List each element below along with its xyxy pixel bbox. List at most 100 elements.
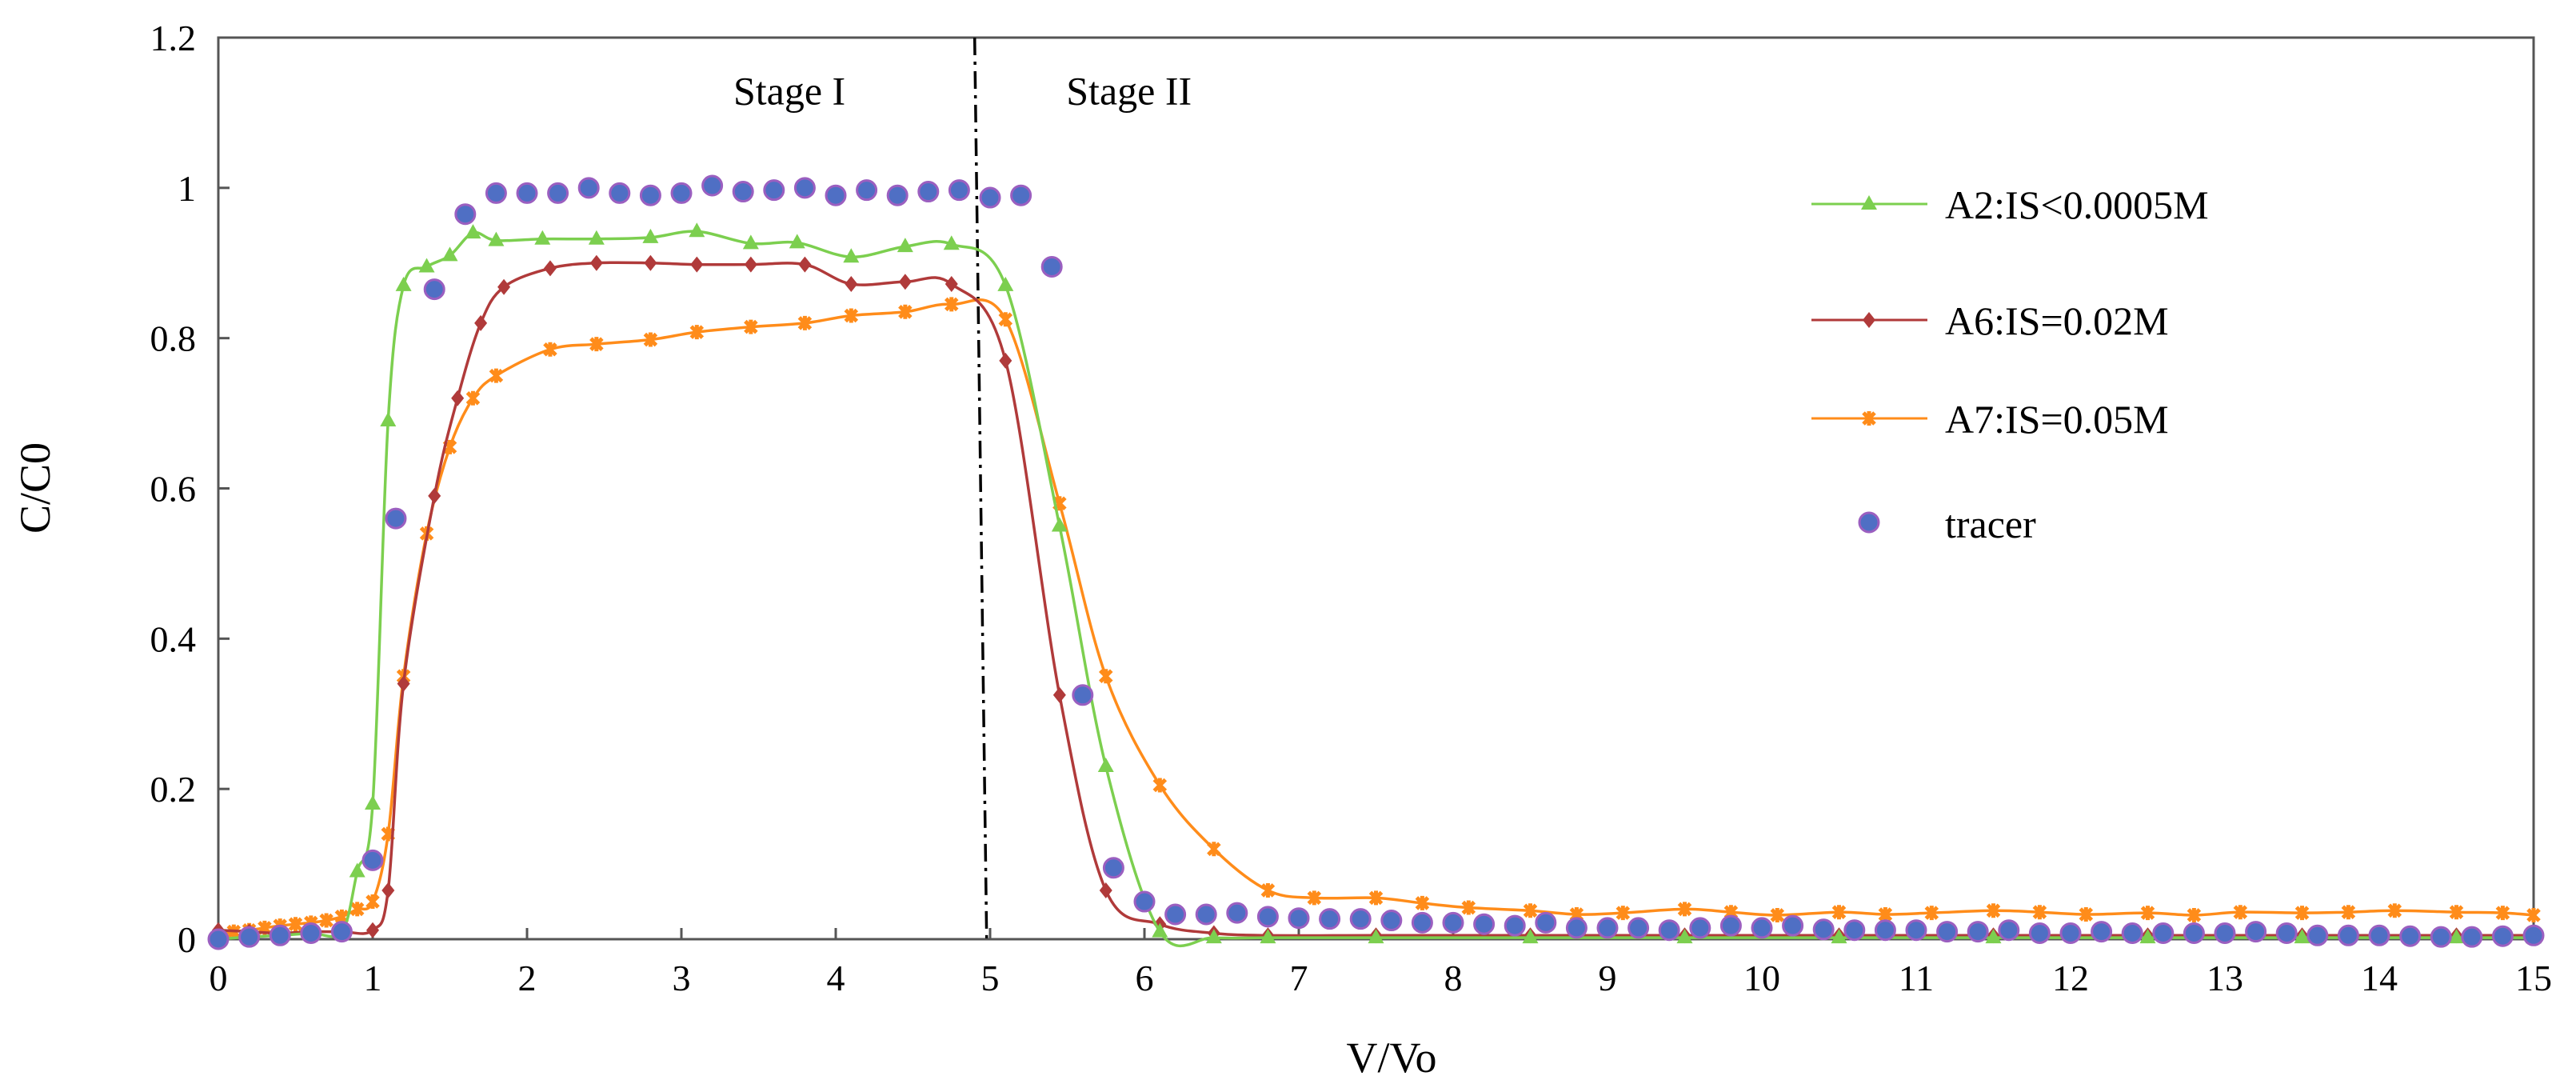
- data-point: [642, 228, 659, 243]
- data-point: [639, 184, 661, 206]
- data-point: [547, 182, 569, 204]
- data-point: [2491, 925, 2514, 947]
- data-point: [1442, 911, 1464, 934]
- data-point: [1565, 917, 1588, 939]
- x-tick-label: 10: [1743, 958, 1780, 998]
- data-point: [2028, 922, 2051, 944]
- y-tick-label: 0.8: [150, 318, 197, 359]
- data-point: [1380, 910, 1403, 932]
- data-point: [1878, 907, 1893, 922]
- data-point: [454, 203, 477, 226]
- data-point: [238, 926, 261, 948]
- data-point: [1368, 929, 1384, 944]
- data-point: [744, 256, 757, 273]
- legend-marker-a6: [1863, 312, 1875, 328]
- data-point: [997, 276, 1014, 291]
- data-point: [2059, 922, 2082, 944]
- data-point: [428, 487, 441, 504]
- y-axis-ticks: 0 0.2 0.4 0.6 0.8 1 1.2: [150, 18, 230, 960]
- x-tick-label: 3: [673, 958, 691, 998]
- data-point: [2461, 926, 2483, 948]
- series-line: [218, 261, 2534, 938]
- data-point: [898, 274, 912, 290]
- data-point: [1411, 911, 1433, 934]
- data-point: [856, 179, 878, 202]
- data-point: [489, 368, 504, 383]
- data-point: [2306, 924, 2329, 946]
- data-point: [366, 922, 379, 938]
- data-point: [1770, 907, 1785, 922]
- legend-label-a7: A7:IS=0.05M: [1945, 397, 2169, 442]
- legend-marker-a7: [1862, 411, 1876, 426]
- data-point: [825, 184, 847, 206]
- data-point: [589, 337, 604, 352]
- data-point: [2337, 924, 2359, 946]
- data-point: [1461, 900, 1476, 915]
- data-point: [543, 342, 557, 357]
- legend-item-a2: A2:IS<0.0005M: [1811, 182, 2209, 227]
- data-point: [690, 256, 704, 273]
- legend-label-a2: A2:IS<0.0005M: [1945, 182, 2209, 227]
- x-tick-label: 2: [518, 958, 537, 998]
- data-point: [1627, 917, 1650, 939]
- data-point: [534, 230, 551, 245]
- stage-one-label: Stage I: [733, 69, 845, 114]
- data-point: [2233, 905, 2248, 920]
- x-tick-label: 5: [981, 958, 1000, 998]
- data-point: [1164, 903, 1187, 926]
- data-point: [1256, 906, 1279, 928]
- data-point: [1052, 686, 1066, 703]
- data-point: [365, 794, 381, 810]
- data-point: [269, 924, 291, 946]
- series-layer: [207, 174, 2545, 950]
- legend-marker-shape: [1863, 312, 1875, 328]
- data-point: [474, 314, 488, 331]
- data-point: [1072, 684, 1094, 706]
- data-point: [701, 174, 724, 197]
- data-point: [516, 182, 538, 204]
- data-point: [886, 184, 909, 206]
- data-point: [1260, 929, 1276, 944]
- plot-frame: [217, 36, 2535, 941]
- data-point: [2430, 926, 2452, 948]
- data-point: [793, 177, 816, 199]
- data-point: [1689, 917, 1711, 939]
- x-axis-ticks: 0 1 2 3 4 5 6 7 8 9 10 11 12 13 14 15: [210, 928, 2552, 998]
- x-tick-label: 4: [827, 958, 845, 998]
- data-point: [451, 390, 465, 406]
- x-tick-label: 15: [2515, 958, 2552, 998]
- legend-label-tracer: tracer: [1945, 502, 2036, 546]
- data-point: [1719, 914, 1742, 937]
- data-point: [207, 928, 230, 950]
- data-point: [744, 319, 758, 334]
- legend-marker-shape: [1862, 411, 1876, 426]
- legend: A2:IS<0.0005M A6:IS=0.02M A7:IS=0.05M tr…: [1811, 182, 2209, 546]
- data-point: [2245, 921, 2267, 943]
- data-point: [1102, 857, 1124, 879]
- data-point: [1195, 903, 1217, 926]
- data-point: [1098, 669, 1113, 684]
- legend-marker-a2: [1861, 195, 1877, 210]
- data-point: [2526, 907, 2541, 922]
- stage-two-label: Stage II: [1066, 69, 1192, 114]
- data-point: [1677, 902, 1692, 917]
- data-point: [349, 902, 365, 917]
- data-point: [1967, 921, 1989, 943]
- data-point: [2522, 924, 2545, 946]
- legend-label-a6: A6:IS=0.02M: [1945, 298, 2169, 343]
- data-point: [1226, 902, 1248, 924]
- data-point: [1349, 908, 1372, 930]
- series-3: [207, 174, 2545, 950]
- data-point: [1782, 914, 1804, 937]
- data-point: [465, 390, 481, 406]
- series-line: [218, 230, 2534, 948]
- data-point: [798, 256, 812, 273]
- data-point: [1133, 890, 1156, 913]
- data-point: [361, 849, 384, 871]
- data-point: [1986, 903, 2001, 918]
- data-point: [998, 312, 1013, 327]
- legend-item-tracer: tracer: [1858, 502, 2036, 546]
- data-point: [945, 276, 958, 293]
- data-point: [589, 254, 603, 271]
